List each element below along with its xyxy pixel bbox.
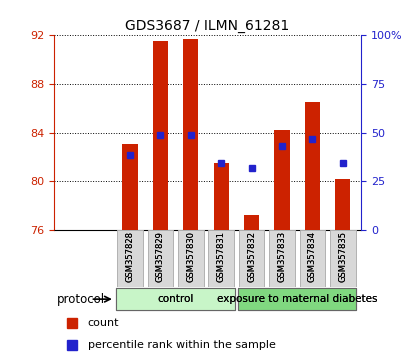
- Bar: [305, 102, 320, 230]
- Text: control: control: [157, 294, 194, 304]
- Text: GSM357829: GSM357829: [156, 231, 165, 282]
- Bar: [122, 144, 137, 230]
- Bar: [214, 163, 229, 230]
- Bar: [335, 179, 350, 230]
- Bar: [274, 130, 290, 230]
- Text: control: control: [157, 294, 194, 304]
- FancyBboxPatch shape: [148, 230, 173, 287]
- FancyBboxPatch shape: [178, 230, 203, 287]
- FancyBboxPatch shape: [148, 230, 173, 287]
- Text: GSM357833: GSM357833: [278, 231, 286, 282]
- FancyBboxPatch shape: [117, 230, 143, 287]
- Text: GSM357835: GSM357835: [338, 231, 347, 282]
- Text: GSM357834: GSM357834: [308, 231, 317, 282]
- Text: GSM357830: GSM357830: [186, 231, 195, 282]
- FancyBboxPatch shape: [238, 288, 356, 310]
- Text: GSM357835: GSM357835: [338, 231, 347, 282]
- FancyBboxPatch shape: [300, 230, 325, 287]
- Text: GSM357834: GSM357834: [308, 231, 317, 282]
- FancyBboxPatch shape: [269, 230, 295, 287]
- FancyBboxPatch shape: [117, 230, 143, 287]
- Title: GDS3687 / ILMN_61281: GDS3687 / ILMN_61281: [125, 19, 290, 33]
- Text: GSM357832: GSM357832: [247, 231, 256, 282]
- FancyBboxPatch shape: [239, 230, 264, 287]
- Bar: [153, 41, 168, 230]
- Text: protocol: protocol: [57, 293, 105, 306]
- Text: GSM357829: GSM357829: [156, 231, 165, 282]
- Text: count: count: [88, 318, 119, 329]
- Bar: [183, 39, 198, 230]
- FancyBboxPatch shape: [239, 230, 264, 287]
- Text: GSM357831: GSM357831: [217, 231, 226, 282]
- Text: percentile rank within the sample: percentile rank within the sample: [88, 339, 276, 350]
- Text: GSM357832: GSM357832: [247, 231, 256, 282]
- Text: exposure to maternal diabetes: exposure to maternal diabetes: [217, 294, 378, 304]
- FancyBboxPatch shape: [330, 230, 356, 287]
- Text: GSM357830: GSM357830: [186, 231, 195, 282]
- Text: GSM357831: GSM357831: [217, 231, 226, 282]
- FancyBboxPatch shape: [178, 230, 203, 287]
- FancyBboxPatch shape: [208, 230, 234, 287]
- FancyBboxPatch shape: [238, 288, 356, 310]
- Text: exposure to maternal diabetes: exposure to maternal diabetes: [217, 294, 378, 304]
- FancyBboxPatch shape: [116, 288, 235, 310]
- FancyBboxPatch shape: [208, 230, 234, 287]
- Text: GSM357833: GSM357833: [278, 231, 286, 282]
- Text: GSM357828: GSM357828: [125, 231, 134, 282]
- FancyBboxPatch shape: [116, 288, 235, 310]
- FancyBboxPatch shape: [330, 230, 356, 287]
- Text: GSM357828: GSM357828: [125, 231, 134, 282]
- Bar: [244, 216, 259, 230]
- FancyBboxPatch shape: [269, 230, 295, 287]
- FancyBboxPatch shape: [300, 230, 325, 287]
